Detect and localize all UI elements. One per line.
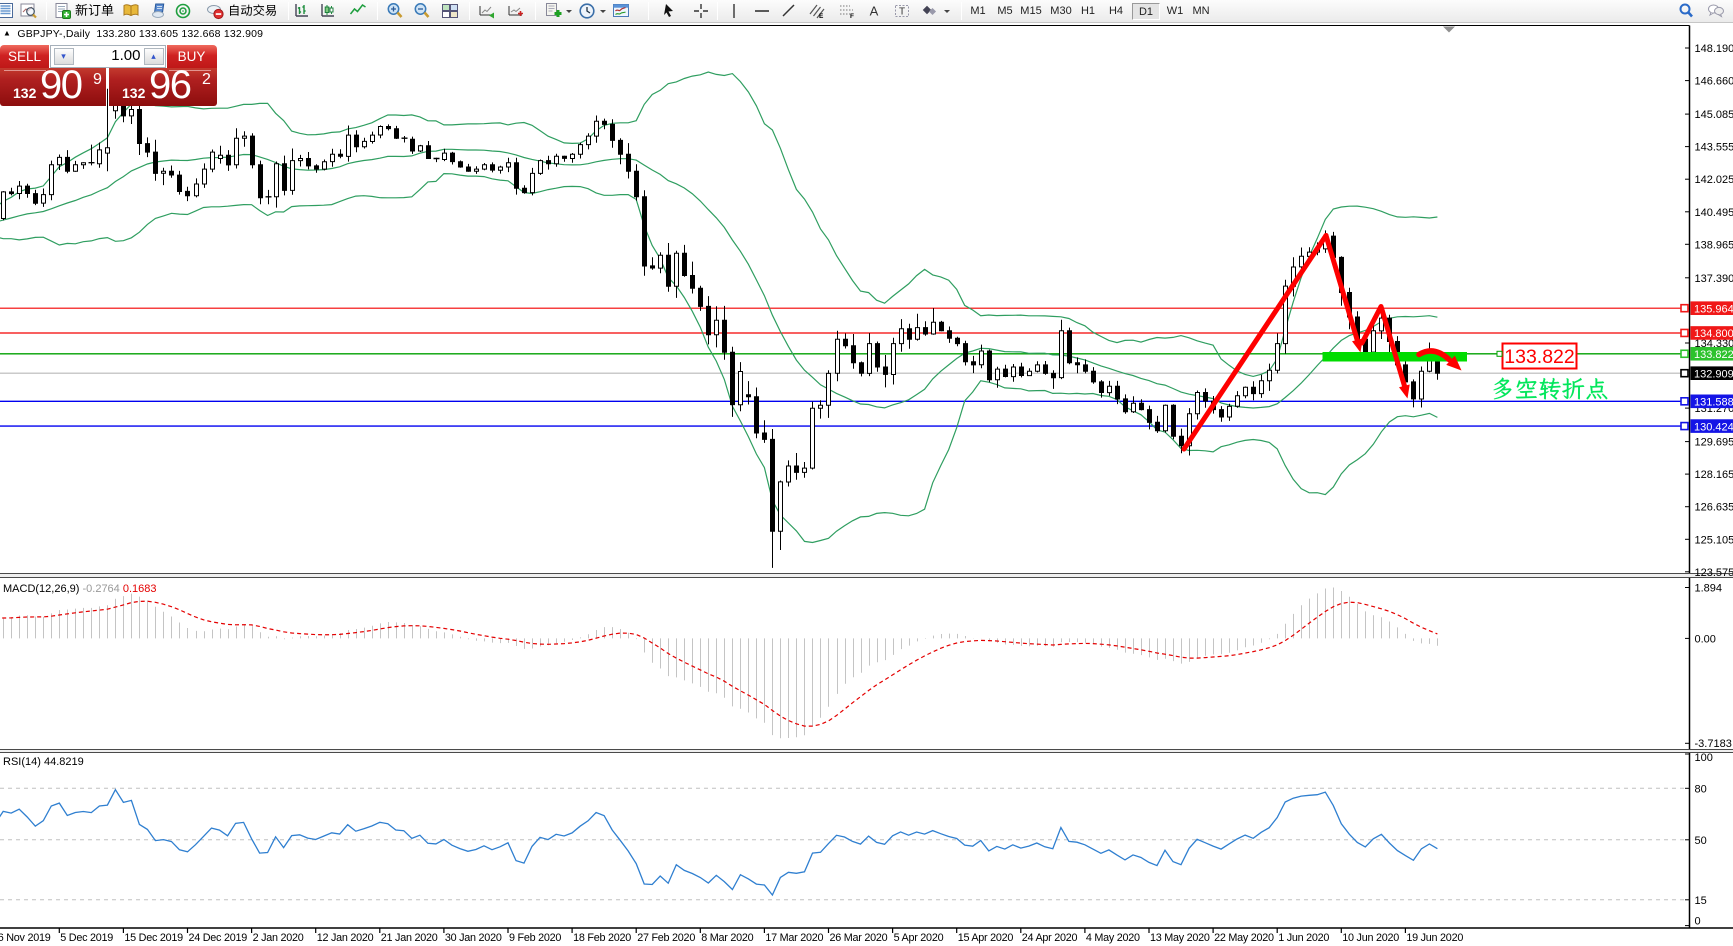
svg-text:21 Jan 2020: 21 Jan 2020 xyxy=(381,932,438,944)
svg-text:-3.7183: -3.7183 xyxy=(1695,738,1732,750)
svg-text:137.390: 137.390 xyxy=(1695,273,1733,285)
svg-text:80: 80 xyxy=(1695,783,1707,795)
svg-text:15 Apr 2020: 15 Apr 2020 xyxy=(958,932,1014,944)
svg-text:132.909: 132.909 xyxy=(1694,368,1733,380)
svg-text:131.588: 131.588 xyxy=(1694,397,1733,409)
svg-text:26 Mar 2020: 26 Mar 2020 xyxy=(830,932,888,944)
svg-text:0: 0 xyxy=(1695,916,1701,928)
svg-text:F: F xyxy=(850,13,854,20)
svg-text:E: E xyxy=(819,13,824,20)
svg-text:13 May 2020: 13 May 2020 xyxy=(1150,932,1210,944)
svg-text:T: T xyxy=(899,7,905,18)
svg-text:5 Apr 2020: 5 Apr 2020 xyxy=(894,932,944,944)
svg-text:15 Dec 2019: 15 Dec 2019 xyxy=(124,932,183,944)
svg-text:8 Mar 2020: 8 Mar 2020 xyxy=(701,932,753,944)
svg-text:128.165: 128.165 xyxy=(1695,469,1733,481)
svg-text:130.424: 130.424 xyxy=(1694,421,1733,433)
svg-text:0.00: 0.00 xyxy=(1695,633,1716,645)
svg-text:146.660: 146.660 xyxy=(1695,76,1733,88)
svg-text:22 May 2020: 22 May 2020 xyxy=(1214,932,1274,944)
svg-text:MACD(12,26,9) -0.2764 0.1683: MACD(12,26,9) -0.2764 0.1683 xyxy=(3,583,157,595)
svg-text:142.025: 142.025 xyxy=(1695,174,1733,186)
svg-text:140.495: 140.495 xyxy=(1695,207,1733,219)
svg-text:5 Dec 2019: 5 Dec 2019 xyxy=(60,932,113,944)
svg-text:26 Nov 2019: 26 Nov 2019 xyxy=(0,932,51,944)
svg-text:133.822: 133.822 xyxy=(1694,349,1733,361)
svg-text:15: 15 xyxy=(1695,895,1707,907)
svg-text:17 Mar 2020: 17 Mar 2020 xyxy=(765,932,823,944)
svg-text:12 Jan 2020: 12 Jan 2020 xyxy=(317,932,374,944)
svg-text:135.964: 135.964 xyxy=(1694,303,1733,315)
svg-text:148.190: 148.190 xyxy=(1695,43,1733,55)
svg-text:1.894: 1.894 xyxy=(1695,583,1723,595)
svg-text:A: A xyxy=(870,4,879,19)
svg-text:30 Jan 2020: 30 Jan 2020 xyxy=(445,932,502,944)
svg-text:2 Jan 2020: 2 Jan 2020 xyxy=(253,932,304,944)
svg-text:19 Jun 2020: 19 Jun 2020 xyxy=(1406,932,1463,944)
svg-text:143.555: 143.555 xyxy=(1695,142,1733,154)
svg-text:1 Jun 2020: 1 Jun 2020 xyxy=(1278,932,1329,944)
svg-text:18 Feb 2020: 18 Feb 2020 xyxy=(573,932,631,944)
svg-text:RSI(14) 44.8219: RSI(14) 44.8219 xyxy=(3,756,84,768)
svg-text:24 Apr 2020: 24 Apr 2020 xyxy=(1022,932,1078,944)
svg-text:27 Feb 2020: 27 Feb 2020 xyxy=(637,932,695,944)
svg-text:125.105: 125.105 xyxy=(1695,534,1733,546)
svg-text:138.965: 138.965 xyxy=(1695,239,1733,251)
svg-text:100: 100 xyxy=(1695,752,1713,764)
svg-text:129.695: 129.695 xyxy=(1695,437,1733,449)
svg-text:133.822: 133.822 xyxy=(1504,346,1575,368)
svg-text:50: 50 xyxy=(1695,835,1707,847)
svg-text:4 May 2020: 4 May 2020 xyxy=(1086,932,1140,944)
svg-text:9 Feb 2020: 9 Feb 2020 xyxy=(509,932,561,944)
svg-text:10 Jun 2020: 10 Jun 2020 xyxy=(1342,932,1399,944)
svg-text:145.085: 145.085 xyxy=(1695,109,1733,121)
svg-text:134.800: 134.800 xyxy=(1694,328,1733,340)
svg-text:123.575: 123.575 xyxy=(1695,567,1733,579)
svg-text:24 Dec 2019: 24 Dec 2019 xyxy=(189,932,248,944)
svg-text:126.635: 126.635 xyxy=(1695,502,1733,514)
